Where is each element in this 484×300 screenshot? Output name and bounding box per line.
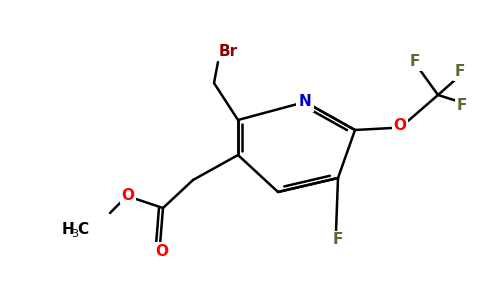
Text: N: N bbox=[299, 94, 311, 110]
Text: F: F bbox=[457, 98, 467, 112]
Text: F: F bbox=[455, 64, 465, 80]
Text: 3: 3 bbox=[71, 229, 78, 239]
Text: F: F bbox=[410, 55, 420, 70]
Text: O: O bbox=[155, 244, 168, 259]
Text: F: F bbox=[333, 232, 343, 247]
Text: O: O bbox=[121, 188, 135, 202]
Text: Br: Br bbox=[218, 44, 238, 59]
Text: H: H bbox=[62, 223, 75, 238]
Text: C: C bbox=[77, 223, 88, 238]
Text: O: O bbox=[393, 118, 407, 134]
